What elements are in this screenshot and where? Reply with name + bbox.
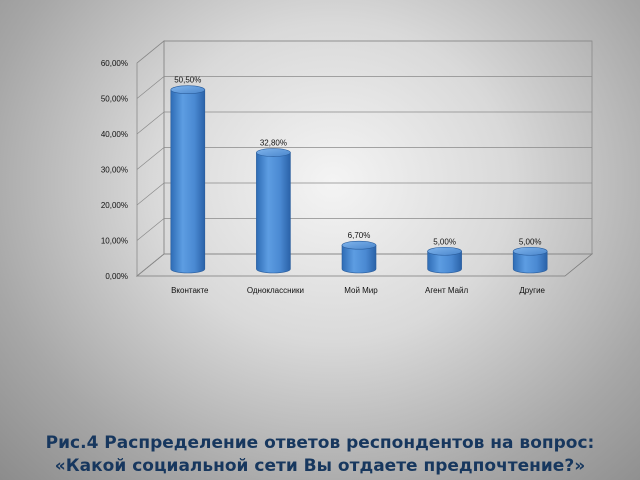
y-tick-label: 50,00% bbox=[101, 95, 128, 104]
x-axis-ticks: Вконтакте Одноклассники Мой Мир Агент Майл Д… bbox=[171, 286, 545, 295]
bar: 6,70% bbox=[341, 231, 377, 274]
gridline-side bbox=[136, 218, 165, 241]
y-tick-label: 0,00% bbox=[105, 272, 128, 281]
y-tick-label: 20,00% bbox=[101, 201, 128, 210]
x-tick-label: Мой Мир bbox=[344, 286, 378, 295]
bar-body bbox=[256, 152, 291, 274]
x-tick-label: Агент Майл bbox=[425, 286, 469, 295]
y-tick-label: 30,00% bbox=[101, 166, 128, 175]
y-tick-label: 40,00% bbox=[101, 130, 128, 139]
x-tick-label: Вконтакте bbox=[171, 286, 209, 295]
bar-top bbox=[256, 148, 291, 157]
y-tick-label: 10,00% bbox=[101, 237, 128, 246]
data-label: 6,70% bbox=[348, 231, 371, 240]
figure-caption: Рис.4 Распределение ответов респондентов… bbox=[0, 432, 640, 478]
bars: 50,50% 32,80% 6,70% 5,00% 5,00% bbox=[170, 76, 548, 274]
gridline-side bbox=[136, 111, 165, 135]
x-tick-label: Одноклассники bbox=[247, 286, 304, 295]
bar-body bbox=[341, 244, 377, 274]
bar-top bbox=[170, 85, 206, 95]
bar-body bbox=[427, 250, 462, 274]
gridlines bbox=[136, 40, 592, 277]
bar-body bbox=[512, 250, 548, 274]
bar-body bbox=[170, 89, 206, 274]
x-tick-label: Другие bbox=[519, 286, 545, 295]
caption-line-1: Рис.4 Распределение ответов респондентов… bbox=[45, 433, 595, 453]
data-label: 50,50% bbox=[174, 76, 201, 85]
bar-top bbox=[512, 246, 548, 256]
bar-top bbox=[427, 246, 462, 256]
gridline-side bbox=[136, 253, 165, 277]
gridline-side bbox=[136, 147, 165, 170]
gridline-side bbox=[136, 40, 165, 64]
bar: 50,50% bbox=[170, 76, 206, 274]
bar-top bbox=[341, 240, 377, 250]
gridline-side bbox=[136, 76, 165, 99]
data-label: 5,00% bbox=[433, 237, 456, 246]
bar-chart: 0,00% 10,00% 20,00% 30,00% 40,00% 50,00% 60,00… bbox=[101, 40, 594, 295]
bar: 5,00% bbox=[427, 237, 462, 274]
y-axis-ticks: 0,00% 10,00% 20,00% 30,00% 40,00% 50,00% 60,00… bbox=[101, 59, 128, 281]
gridline-side bbox=[136, 182, 165, 206]
y-tick-label: 60,00% bbox=[101, 59, 128, 68]
bar: 5,00% bbox=[512, 237, 548, 274]
data-label: 32,80% bbox=[260, 139, 287, 148]
caption-line-2: «Какой социальной сети Вы отдаете предпо… bbox=[54, 456, 586, 476]
bar: 32,80% bbox=[256, 139, 291, 274]
data-label: 5,00% bbox=[519, 237, 542, 246]
